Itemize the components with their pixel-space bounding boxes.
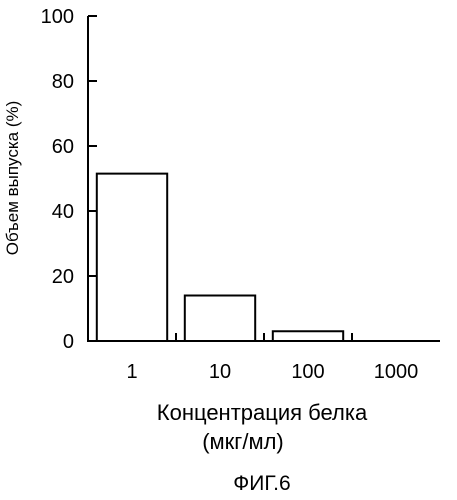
figure-label: ФИГ.6 <box>233 472 290 495</box>
x-tick-label: 1 <box>126 361 137 383</box>
x-tick-label: 100 <box>291 361 324 383</box>
y-tick-label: 100 <box>41 6 74 28</box>
bar <box>97 174 167 341</box>
x-tick-label: 10 <box>209 361 231 383</box>
x-tick-label: 1000 <box>374 361 419 383</box>
bar <box>273 331 343 341</box>
y-tick-label: 60 <box>52 136 74 158</box>
y-tick-label: 80 <box>52 71 74 93</box>
y-tick-label: 20 <box>52 266 74 288</box>
y-axis-title: Объем выпуска (%) <box>3 101 22 256</box>
y-tick-label: 0 <box>63 331 74 353</box>
plot-area: 0 20 40 60 80 100 1 10 100 1000 <box>41 6 440 383</box>
x-axis-title-line-2: (мкг/мл) <box>202 429 284 454</box>
bar <box>185 296 255 342</box>
y-tick-label: 40 <box>52 201 74 223</box>
x-axis-title-line-1: Концентрация белка <box>157 400 368 425</box>
